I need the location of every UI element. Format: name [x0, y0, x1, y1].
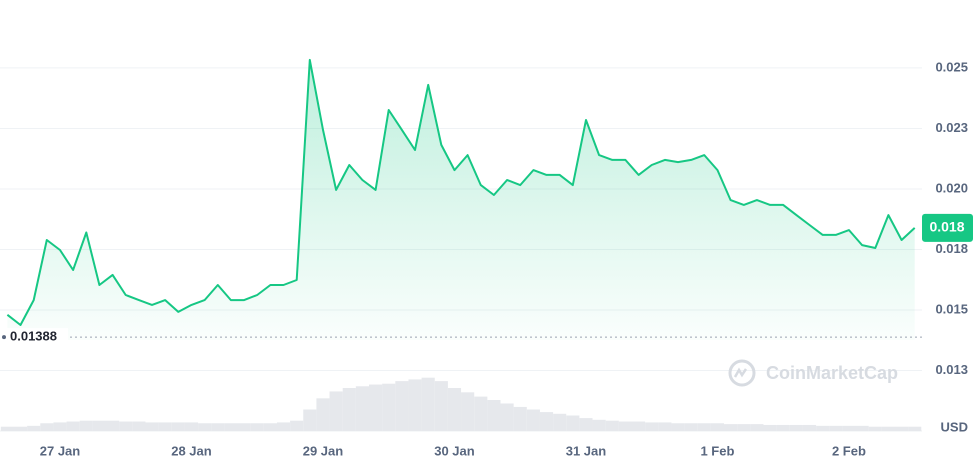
- volume-bar: [329, 391, 343, 431]
- volume-bar: [789, 424, 803, 431]
- volume-bar: [355, 386, 370, 431]
- volume-bar: [92, 420, 107, 431]
- volume-bar: [184, 422, 199, 431]
- volume-bar: [290, 420, 304, 431]
- volume-bar: [855, 425, 869, 431]
- volume-bar: [526, 409, 540, 431]
- volume-bar: [198, 423, 212, 431]
- volume-bar: [461, 392, 475, 431]
- volume-bar: [750, 424, 764, 431]
- price-area: [7, 59, 915, 341]
- volume-bar: [303, 409, 317, 431]
- volume-bar: [842, 425, 856, 431]
- volume-bar: [276, 422, 291, 431]
- volume-bar: [829, 425, 843, 431]
- volume-bar: [40, 423, 54, 431]
- volume-bar: [171, 422, 185, 431]
- volume-bar: [158, 422, 172, 431]
- volume-bar: [631, 421, 646, 431]
- volume-bar: [513, 406, 527, 431]
- volume-bar: [776, 424, 790, 431]
- volume-bar: [737, 424, 751, 431]
- x-tick-label: 28 Jan: [171, 443, 212, 458]
- volume-bar: [816, 425, 830, 431]
- volume-bar: [224, 423, 238, 431]
- volume-bar: [539, 412, 554, 431]
- volume-bar: [697, 423, 711, 431]
- reference-label-bg: [0, 328, 68, 347]
- volume-bar: [447, 388, 462, 431]
- volume-bar: [53, 422, 67, 431]
- volume-bar: [658, 422, 672, 431]
- volume-bar: [434, 381, 448, 431]
- volume-bar: [605, 420, 619, 431]
- volume-bar: [27, 425, 41, 431]
- y-tick-label: 0.020: [935, 180, 968, 195]
- y-tick-label: 0.013: [935, 362, 968, 377]
- volume-bar: [369, 384, 383, 431]
- volume-bar: [684, 423, 698, 431]
- volume-bar: [908, 426, 922, 431]
- reference-label: 0.01388: [10, 329, 57, 344]
- volume-bar: [395, 381, 409, 431]
- volume-bar: [145, 422, 159, 431]
- x-tick-label: 29 Jan: [303, 443, 344, 458]
- volume-bar: [500, 403, 514, 431]
- x-tick-label: 1 Feb: [700, 443, 734, 458]
- watermark-text: CoinMarketCap: [766, 363, 898, 383]
- volume-bar: [579, 418, 593, 431]
- volume-bar: [868, 426, 882, 431]
- x-tick-label: 31 Jan: [566, 443, 607, 458]
- volume-bar: [250, 423, 264, 431]
- volume-bar: [881, 426, 895, 431]
- watermark: CoinMarketCap: [728, 359, 898, 387]
- volume-bar: [421, 377, 435, 431]
- volume-bar: [342, 388, 356, 431]
- reference-dot: [2, 335, 6, 340]
- current-price-label: 0.018: [929, 219, 964, 235]
- volume-bar: [211, 423, 225, 431]
- volume-bar: [237, 423, 251, 431]
- volume-bar: [592, 419, 606, 431]
- y-tick-label: 0.018: [935, 241, 968, 256]
- volume-bar: [408, 379, 422, 431]
- volume-bar: [474, 396, 488, 431]
- volume-bar: [382, 383, 396, 431]
- currency-label: USD: [941, 419, 968, 434]
- volume-bar: [119, 421, 133, 431]
- volume-bar: [316, 398, 330, 431]
- volume-bar: [894, 426, 909, 431]
- volume-bar: [263, 423, 277, 431]
- y-tick-label: 0.023: [935, 120, 968, 135]
- volume-bar: [710, 423, 725, 431]
- volume-bar: [802, 424, 817, 431]
- volume-bar: [618, 421, 632, 431]
- volume-bar: [0, 426, 14, 431]
- volume-bar: [13, 426, 28, 431]
- x-tick-label: 2 Feb: [832, 443, 866, 458]
- volume-bar: [106, 420, 120, 431]
- volume-bar: [66, 421, 80, 431]
- volume-bar: [132, 421, 146, 431]
- x-tick-label: 27 Jan: [40, 443, 81, 458]
- y-tick-label: 0.025: [935, 59, 968, 74]
- price-line: [6, 58, 916, 326]
- volume-bar: [487, 400, 501, 431]
- volume-bar: [553, 413, 567, 431]
- y-tick-label: 0.015: [935, 301, 968, 316]
- volume-bar: [79, 420, 93, 431]
- x-tick-label: 30 Jan: [434, 443, 475, 458]
- volume-bar: [671, 423, 685, 431]
- volume-bar: [645, 422, 659, 431]
- volume-bar: [724, 424, 738, 431]
- volume-bar: [763, 424, 777, 431]
- volume-bar: [566, 415, 580, 431]
- current-price-badge: [922, 213, 973, 242]
